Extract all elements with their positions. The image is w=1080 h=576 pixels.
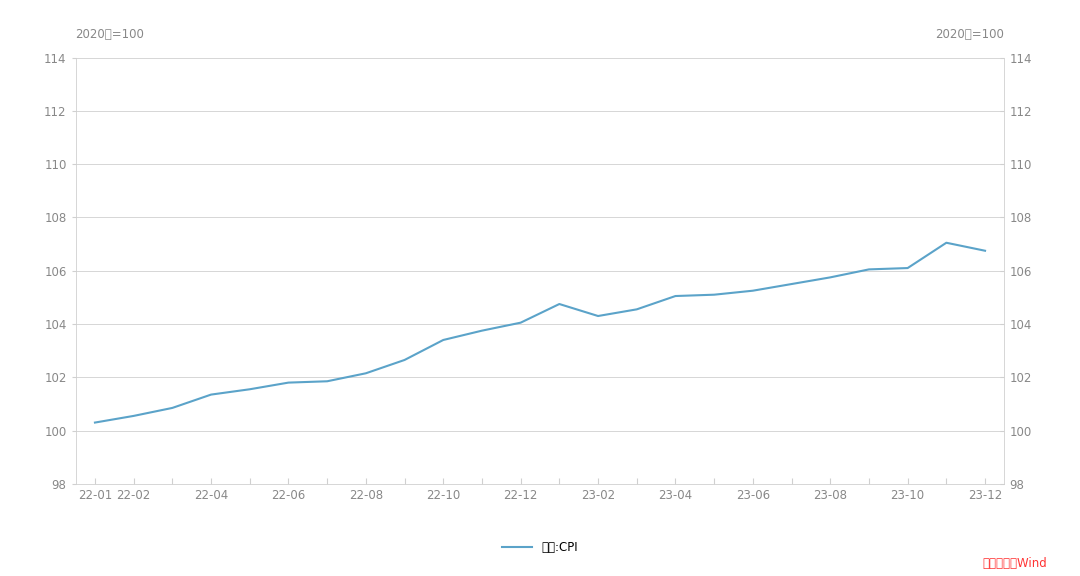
Text: 2020年=100: 2020年=100 bbox=[76, 28, 145, 40]
Text: 数据来源：Wind: 数据来源：Wind bbox=[983, 557, 1048, 570]
Text: 2020年=100: 2020年=100 bbox=[935, 28, 1004, 40]
Legend: 日本:CPI: 日本:CPI bbox=[498, 536, 582, 559]
